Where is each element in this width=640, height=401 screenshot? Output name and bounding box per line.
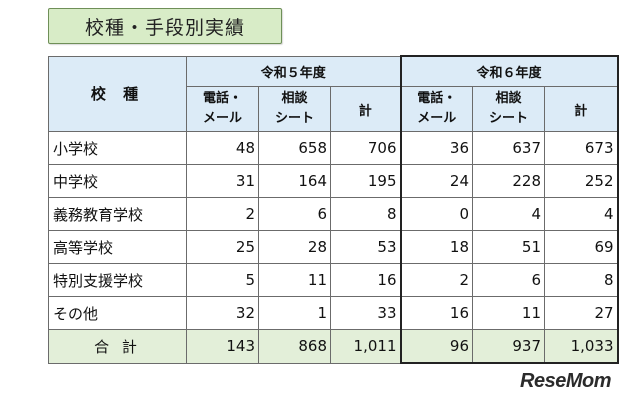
row-label: 高等学校 [48,230,187,264]
group-header-r5: 令和５年度 [186,55,401,87]
cell: 24 [399,164,473,198]
cell: 28 [258,230,331,264]
row-label: 中学校 [48,164,187,198]
cell: 868 [258,329,331,364]
cell: 143 [186,329,259,364]
total-label: 合 計 [48,329,187,364]
table-row: その他 32 1 33 16 11 27 [48,296,619,330]
cell: 637 [472,131,545,165]
cell: 8 [543,263,619,297]
row-label: その他 [48,296,187,330]
cell: 6 [258,197,331,231]
cell: 33 [330,296,401,330]
row-label: 小学校 [48,131,187,165]
cell: 673 [543,131,619,165]
cell: 4 [543,197,619,231]
subheader-total: 計 [543,86,619,132]
cell: 16 [330,263,401,297]
cell: 6 [472,263,545,297]
cell: 1,033 [543,329,619,364]
cell: 36 [399,131,473,165]
subheader-total: 計 [330,86,401,132]
total-row: 合 計 143 868 1,011 96 937 1,033 [48,329,619,364]
cell: 31 [186,164,259,198]
cell: 11 [258,263,331,297]
cell: 164 [258,164,331,198]
cell: 27 [543,296,619,330]
cell: 1 [258,296,331,330]
cell: 8 [330,197,401,231]
cell: 96 [399,329,473,364]
table-row: 高等学校 25 28 53 18 51 69 [48,230,619,264]
cell: 2 [399,263,473,297]
cell: 0 [399,197,473,231]
page-title: 校種・手段別実績 [48,8,282,44]
cell: 706 [330,131,401,165]
cell: 228 [472,164,545,198]
row-label: 特別支援学校 [48,263,187,297]
table-row: 小学校 48 658 706 36 637 673 [48,131,619,165]
cell: 252 [543,164,619,198]
cell: 4 [472,197,545,231]
cell: 25 [186,230,259,264]
results-table: 校 種 令和５年度 令和６年度 電話・ メール 相談 シート 計 電話・ メール 相談… [48,55,619,364]
cell: 16 [399,296,473,330]
group-header-r6: 令和６年度 [399,55,619,87]
subheader-phone-mail: 電話・ メール [399,86,473,132]
table-row: 特別支援学校 5 11 16 2 6 8 [48,263,619,297]
cell: 69 [543,230,619,264]
row-label: 義務教育学校 [48,197,187,231]
cell: 658 [258,131,331,165]
cell: 48 [186,131,259,165]
subheader-consult-sheet: 相談 シート [258,86,331,132]
cell: 32 [186,296,259,330]
cell: 51 [472,230,545,264]
cell: 11 [472,296,545,330]
cell: 195 [330,164,401,198]
subheader-phone-mail: 電話・ メール [186,86,259,132]
table-row: 義務教育学校 2 6 8 0 4 4 [48,197,619,231]
cell: 5 [186,263,259,297]
subheader-consult-sheet: 相談 シート [472,86,545,132]
school-type-header: 校 種 [48,55,187,132]
resemom-logo: ReseMom [520,370,611,392]
cell: 53 [330,230,401,264]
table-row: 中学校 31 164 195 24 228 252 [48,164,619,198]
cell: 937 [472,329,545,364]
cell: 18 [399,230,473,264]
cell: 2 [186,197,259,231]
cell: 1,011 [330,329,401,364]
